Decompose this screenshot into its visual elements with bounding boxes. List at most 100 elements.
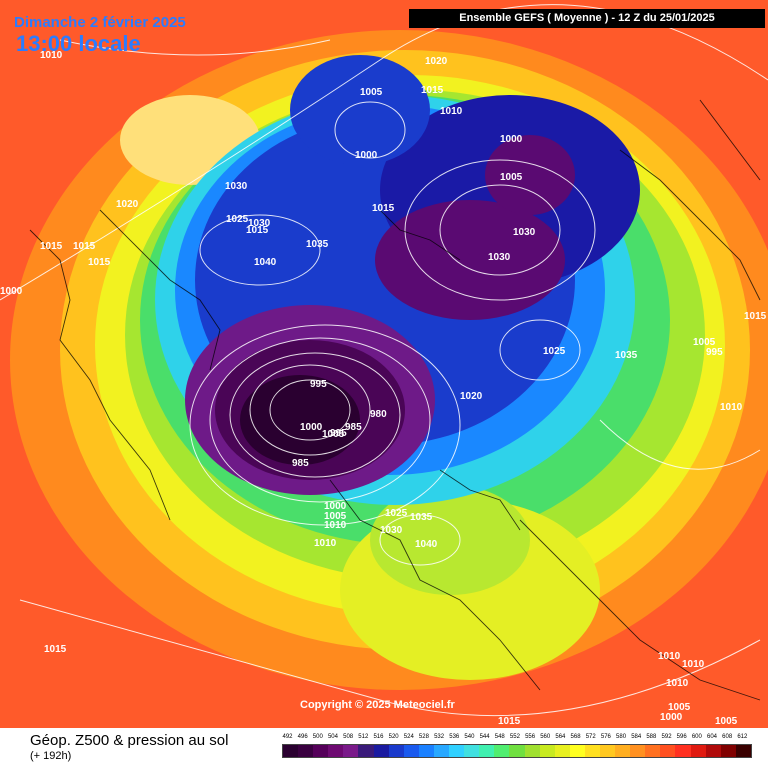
forecast-date: Dimanche 2 février 2025 [14,14,186,31]
color-scale-swatch [660,745,676,757]
isobar-label: 1000 [300,422,323,433]
isobar-label: 1015 [744,311,767,322]
color-scale-swatch [509,745,525,757]
color-scale-swatch [720,745,736,757]
isobar-label: 1010 [658,651,681,662]
isobar-label: 1005 [500,172,523,183]
isobar-label: 1010 [440,106,463,117]
forecast-local-time: 13:00 locale [16,31,141,56]
isobar-label: 1010 [666,678,689,689]
legend-footer: Géop. Z500 & pression au sol (+ 192h) 49… [0,728,768,768]
color-scale-swatch [388,745,404,757]
isobar-label: 1005 [693,337,716,348]
fields-title: Géop. Z500 & pression au sol [30,732,229,749]
isobar-label: 1015 [73,241,96,252]
isobar-label: 995 [330,428,347,439]
isobar-label: 1030 [488,252,511,263]
isobar-label: 980 [370,409,387,420]
isobar-label: 995 [310,379,327,390]
isobar-label: 1025 [226,214,249,225]
color-scale-tick: 588 [646,734,657,740]
color-scale-tick: 600 [691,734,702,740]
isobar-label: 1015 [44,644,67,655]
color-scale-tick: 568 [570,734,581,740]
coastlines [29,99,761,701]
color-scale-swatch [524,745,540,757]
isobar-label: 1005 [322,429,345,440]
color-scale-swatch [313,745,329,757]
isobar-label: 1030 [380,525,403,536]
color-scale-tick: 580 [616,734,627,740]
color-scale-swatch [418,745,434,757]
isobar-label: 1015 [40,241,63,252]
color-scale-tick: 516 [373,734,384,740]
color-scale-tick: 572 [585,734,596,740]
isobar-label: 1015 [88,257,111,268]
isobar-label: 1035 [306,239,329,250]
color-scale-tick: 576 [600,734,611,740]
color-scale-swatch [554,745,570,757]
color-scale-tick: 540 [464,734,475,740]
isobar-label: 1000 [500,134,523,145]
color-scale-tick: 564 [555,734,566,740]
isobar-label: 1030 [225,181,248,192]
color-scale-swatch [449,745,465,757]
color-scale-swatch [494,745,510,757]
isobar-label: 985 [345,422,362,433]
lead-time: (+ 192h) [30,750,72,762]
color-scale-swatch [283,745,299,757]
color-scale-tick: 504 [327,734,338,740]
color-scale-swatch [705,745,721,757]
isobar-label: 1015 [372,203,395,214]
isobar-label: 985 [292,458,309,469]
field-lobe-north [290,55,430,165]
isobar-label: 1005 [360,87,383,98]
color-scale-swatch [464,745,480,757]
color-scale-swatch [645,745,661,757]
color-scale-tick: 552 [509,734,520,740]
field-trough-siberia-n [485,135,575,215]
isobar-label: 1010 [324,520,347,531]
color-scale-swatch [569,745,585,757]
color-scale-tick: 608 [722,734,733,740]
pressure-labels: 1010 1020 1005 1015 1010 1000 1000 1005 … [0,50,767,727]
isobar-label: 1000 [660,712,683,723]
color-scale-swatch [328,745,344,757]
isobar-label: 1030 [513,227,536,238]
color-scale-tick: 532 [434,734,445,740]
color-scale-tick: 596 [676,734,687,740]
color-scale-tick: 520 [388,734,399,740]
isobar-label: 1000 [0,286,23,297]
color-scale-swatch [630,745,646,757]
model-run-banner: Ensemble GEFS ( Moyenne ) - 12 Z du 25/0… [409,9,765,28]
color-scale-tick: 500 [312,734,323,740]
color-scale-tick: 556 [525,734,536,740]
color-scale-swatch [735,745,751,757]
color-scale-swatch [373,745,389,757]
color-scale-swatch [539,745,555,757]
isobar-label: 1020 [116,199,139,210]
color-scale-tick: 524 [403,734,414,740]
field-europe-ridge-inner [370,485,530,595]
isobar-label: 1000 [324,501,347,512]
color-scale-bar [282,744,752,758]
color-scale-tick: 544 [479,734,490,740]
field-trough-atlantic-core [240,375,360,465]
field-trough-siberia [375,200,565,320]
isobar-label: 1010 [314,538,337,549]
isobar-label: 1040 [415,539,438,550]
isobar-label: 1015 [498,716,521,727]
color-scale-swatch [433,745,450,757]
color-scale: 492 496 500 504 508 512 516 520 524 528 532 536 540 5… [282,734,752,764]
color-scale-ticks: 492 496 500 504 508 512 516 520 524 528 532 536 540 5… [282,734,752,744]
isobar-label: 1040 [254,257,277,268]
color-scale-swatch [343,745,359,757]
color-scale-swatch [403,745,419,757]
color-scale-swatch [358,745,374,757]
color-scale-tick: 536 [449,734,460,740]
color-scale-swatch [298,745,314,757]
isobar-lines [0,4,768,717]
color-scale-swatch [615,745,631,757]
color-scale-tick: 492 [282,734,293,740]
